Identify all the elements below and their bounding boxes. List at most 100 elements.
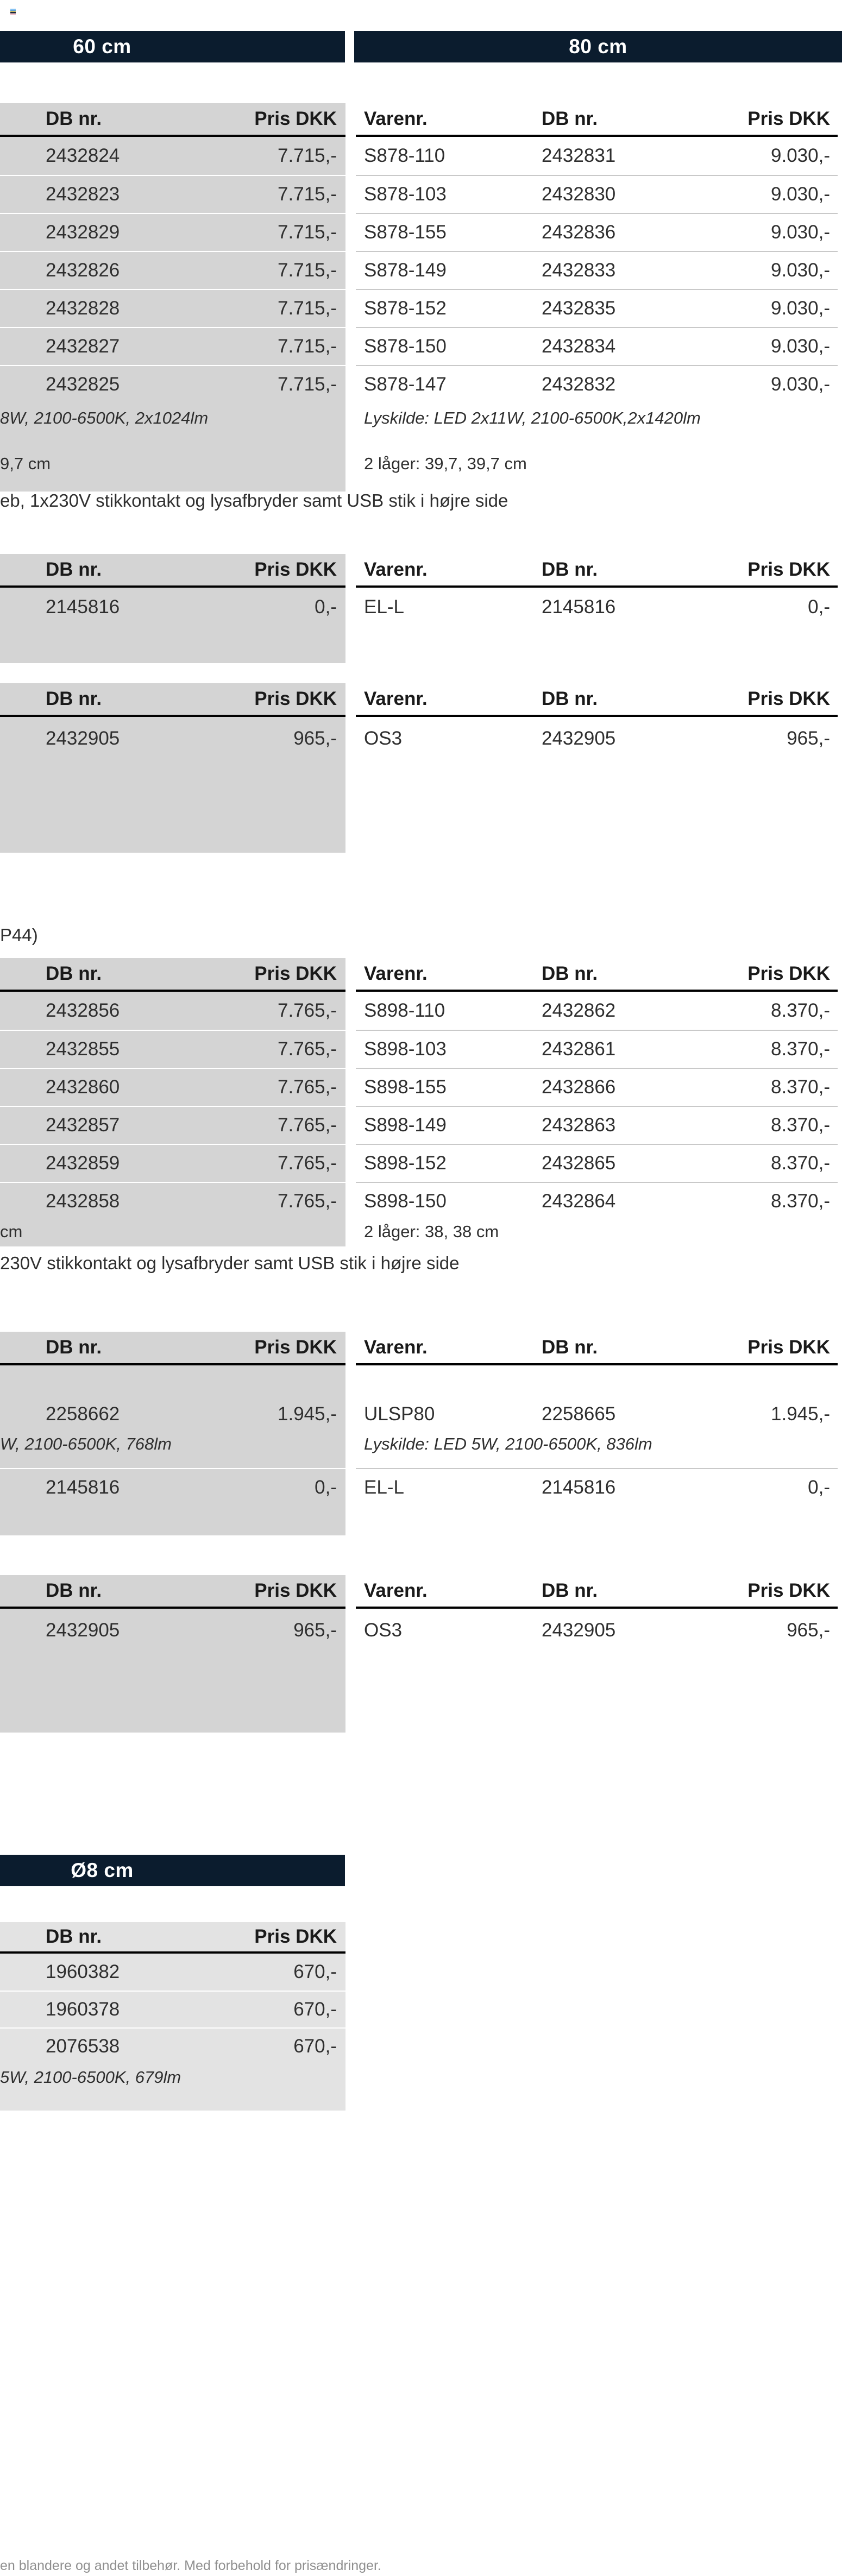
table-header: Varenr. DB nr. Pris DKK	[356, 958, 838, 992]
table-row: 2432859 7.765,-	[0, 1144, 345, 1182]
db-value: 2432866	[542, 1076, 616, 1098]
price-value: 9.030,-	[771, 298, 830, 319]
price-value: 9.030,-	[771, 260, 830, 281]
varenr-value: S898-155	[364, 1076, 447, 1098]
varenr-value: ULSP80	[364, 1403, 435, 1425]
db-value: 1960382	[46, 1961, 120, 1982]
db-value: 2145816	[542, 596, 616, 618]
table-row: S878-147 2432832 9.030,-	[356, 365, 838, 403]
db-value: 2432835	[542, 298, 616, 319]
price-value: 7.715,-	[278, 260, 337, 281]
price-value: 965,-	[293, 728, 337, 749]
table-row: 2076538 670,-	[0, 2027, 345, 2064]
table-60cm: DB nr. Pris DKK 2432824 7.715,- 2432823 7.…	[0, 103, 345, 492]
price-value: 8.370,-	[771, 1076, 830, 1098]
price-value: 670,-	[293, 1961, 337, 1982]
db-value: 2432855	[46, 1038, 120, 1060]
table-row: S878-152 2432835 9.030,-	[356, 289, 838, 327]
price-value: 8.370,-	[771, 1038, 830, 1060]
col-db-nr: DB nr.	[46, 108, 102, 129]
price-value: 9.030,-	[771, 336, 830, 357]
price-value: 965,-	[293, 1620, 337, 1641]
varenr-value: S878-103	[364, 184, 447, 205]
table-row: 2145816 0,-	[0, 1468, 345, 1506]
table-os3b-60: DB nr. Pris DKK 2432905 965,-	[0, 1575, 345, 1733]
table-header: DB nr. Pris DKK	[0, 683, 345, 717]
table-row: 2432860 7.765,-	[0, 1068, 345, 1106]
table-os3-80: Varenr. DB nr. Pris DKK OS3 2432905 965,-	[356, 683, 838, 760]
price-value: 7.765,-	[278, 1038, 337, 1060]
price-value: 8.370,-	[771, 1191, 830, 1212]
varenr-value: S878-147	[364, 374, 447, 395]
price-value: 7.715,-	[278, 145, 337, 166]
col-pris-dkk: Pris DKK	[254, 559, 337, 580]
price-value: 0,-	[808, 1477, 830, 1498]
section-bar-60cm: 60 cm	[0, 31, 345, 62]
table-s898-80: Varenr. DB nr. Pris DKK S898-110 2432862 8…	[356, 958, 838, 1244]
col-pris-dkk: Pris DKK	[747, 688, 830, 709]
price-value: 7.765,-	[278, 1152, 337, 1174]
col-pris-dkk: Pris DKK	[254, 1580, 337, 1601]
price-value: 965,-	[787, 728, 830, 749]
footer-disclaimer: en blandere og andet tilbehør. Med forbe…	[0, 2558, 381, 2573]
table-row: S878-149 2432833 9.030,-	[356, 251, 838, 289]
table-row: 2432905 965,-	[0, 1609, 345, 1652]
db-value: 2432826	[46, 260, 120, 281]
col-pris-dkk: Pris DKK	[254, 1926, 337, 1947]
db-value: 2432825	[46, 374, 120, 395]
col-db-nr: DB nr.	[46, 688, 102, 709]
lyskilde-note: W, 2100-6500K, 768lm	[0, 1434, 172, 1453]
db-value: 2145816	[542, 1477, 616, 1498]
price-value: 965,-	[787, 1620, 830, 1641]
price-value: 9.030,-	[771, 222, 830, 243]
table-ulsp-60: DB nr. Pris DKK 2258662 1.945,- W, 2100-6…	[0, 1332, 345, 1535]
table-header: DB nr. Pris DKK	[0, 1575, 345, 1609]
db-value: 2432857	[46, 1114, 120, 1136]
table-ell-60: DB nr. Pris DKK 2145816 0,-	[0, 554, 345, 663]
price-value: 0,-	[315, 596, 337, 618]
price-value: 8.370,-	[771, 1152, 830, 1174]
varenr-value: S878-149	[364, 260, 447, 281]
table-row: ULSP80 2258665 1.945,-	[356, 1395, 838, 1433]
col-pris-dkk: Pris DKK	[747, 108, 830, 129]
col-db-nr: DB nr.	[542, 688, 598, 709]
feature-line: 230V stikkontakt og lysafbryder samt USB…	[0, 1253, 460, 1273]
lyskilde-note: 5W, 2100-6500K, 679lm	[0, 2068, 181, 2087]
price-value: 8.370,-	[771, 1114, 830, 1136]
table-row: 2432827 7.715,-	[0, 327, 345, 365]
price-value: 7.765,-	[278, 1000, 337, 1021]
price-value: 1.945,-	[278, 1403, 337, 1425]
price-value: 8.370,-	[771, 1000, 830, 1021]
price-value: 7.715,-	[278, 184, 337, 205]
price-value: 7.765,-	[278, 1114, 337, 1136]
table-row: OS3 2432905 965,-	[356, 1609, 838, 1652]
db-value: 2432905	[542, 728, 616, 749]
varenr-value: S878-152	[364, 298, 447, 319]
varenr-value: OS3	[364, 728, 403, 749]
table-header: Varenr. DB nr. Pris DKK	[356, 683, 838, 717]
col-varenr: Varenr.	[364, 559, 428, 580]
db-value: 2432823	[46, 184, 120, 205]
table-row: 2145816 0,-	[0, 588, 345, 627]
table-dia8: DB nr. Pris DKK 1960382 670,- 1960378 670,…	[0, 1922, 345, 2111]
col-varenr: Varenr.	[364, 108, 428, 129]
varenr-value: S898-152	[364, 1152, 447, 1174]
db-value: 2258665	[542, 1403, 616, 1425]
col-db-nr: DB nr.	[46, 1926, 102, 1947]
col-db-nr: DB nr.	[46, 559, 102, 580]
price-value: 0,-	[808, 596, 830, 618]
lyskilde-note: Lyskilde: LED 2x11W, 2100-6500K,2x1420lm	[364, 408, 701, 427]
db-value: 2432860	[46, 1076, 120, 1098]
price-value: 0,-	[315, 1477, 337, 1498]
table-row: S898-110 2432862 8.370,-	[356, 992, 838, 1030]
price-value: 9.030,-	[771, 184, 830, 205]
db-value: 2432864	[542, 1191, 616, 1212]
table-header: Varenr. DB nr. Pris DKK	[356, 1575, 838, 1609]
db-value: 2432824	[46, 145, 120, 166]
table-header: DB nr. Pris DKK	[0, 1922, 345, 1954]
db-value: 2432836	[542, 222, 616, 243]
col-db-nr: DB nr.	[542, 559, 598, 580]
col-db-nr: DB nr.	[542, 1580, 598, 1601]
col-varenr: Varenr.	[364, 1580, 428, 1601]
table-row: 2432856 7.765,-	[0, 992, 345, 1030]
